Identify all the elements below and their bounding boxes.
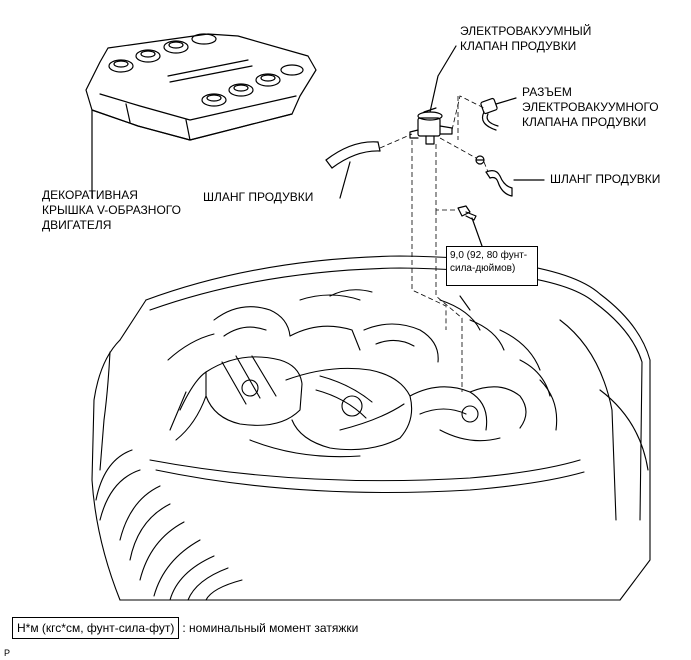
torque-legend: Н*м (кгс*см, фунт-сила-фут): номинальный… bbox=[12, 617, 358, 639]
legend-units-box: Н*м (кгс*см, фунт-сила-фут) bbox=[12, 617, 180, 639]
connector-drawing bbox=[480, 97, 499, 131]
connector-leader-line bbox=[495, 97, 517, 105]
clamp-drawing bbox=[475, 155, 485, 165]
torque-spec-line-1: 9,0 (92, 80 фунт- bbox=[450, 250, 528, 261]
torque-spec-box: 9,0 (92, 80 фунт- сила-дюймов) bbox=[446, 246, 538, 286]
dashed-line-clamp bbox=[439, 137, 477, 159]
figure-code: P bbox=[4, 648, 11, 658]
dashed-line-to-right-hose bbox=[483, 161, 489, 173]
dashed-line-hose-to-valve bbox=[379, 133, 413, 149]
vsv-label-line-1: ЭЛЕКТРОВАКУУМНЫЙ bbox=[460, 24, 592, 38]
vsv-valve-drawing bbox=[409, 107, 453, 145]
vsv-leader-line bbox=[429, 45, 457, 113]
vsv-label: ЭЛЕКТРОВАКУУМНЫЙ КЛАПАН ПРОДУВКИ bbox=[460, 24, 591, 54]
dashed-line-connector bbox=[451, 95, 485, 131]
left-hose-leader-line bbox=[339, 161, 351, 199]
torque-spec-line-2: сила-дюймов) bbox=[450, 263, 516, 274]
right-purge-hose bbox=[485, 170, 513, 197]
vehicle-drawing bbox=[91, 255, 651, 601]
connector-label-line-1: РАЗЪЕМ bbox=[522, 85, 572, 99]
engine-cover-drawing bbox=[85, 33, 317, 141]
dashed-line-to-engine-2 bbox=[411, 268, 447, 330]
connector-label-line-2: ЭЛЕКТРОВАКУУМНОГО bbox=[522, 100, 659, 114]
dashed-line-to-bolt bbox=[435, 144, 458, 211]
torque-leader-line bbox=[471, 217, 483, 247]
cover-label-line-1: ДЕКОРАТИВНАЯ bbox=[42, 188, 138, 202]
legend-description: : номинальный момент затяжки bbox=[182, 621, 359, 635]
left-hose-label: ШЛАНГ ПРОДУВКИ bbox=[203, 190, 314, 204]
vsv-label-line-2: КЛАПАН ПРОДУВКИ bbox=[460, 39, 577, 53]
cover-label-line-3: ДВИГАТЕЛЯ bbox=[42, 218, 112, 232]
connector-label-line-3: КЛАПАНА ПРОДУВКИ bbox=[522, 115, 647, 129]
cover-label: ДЕКОРАТИВНАЯ КРЫШКА V-ОБРАЗНОГО ДВИГАТЕЛ… bbox=[42, 188, 181, 233]
right-hose-label: ШЛАНГ ПРОДУВКИ bbox=[550, 172, 661, 186]
bolt-drawing bbox=[457, 205, 477, 221]
cover-label-line-2: КРЫШКА V-ОБРАЗНОГО bbox=[42, 203, 181, 217]
dashed-line-to-engine-1 bbox=[435, 210, 463, 392]
connector-label: РАЗЪЕМ ЭЛЕКТРОВАКУУМНОГО КЛАПАНА ПРОДУВК… bbox=[522, 85, 659, 130]
left-purge-hose bbox=[325, 141, 381, 169]
